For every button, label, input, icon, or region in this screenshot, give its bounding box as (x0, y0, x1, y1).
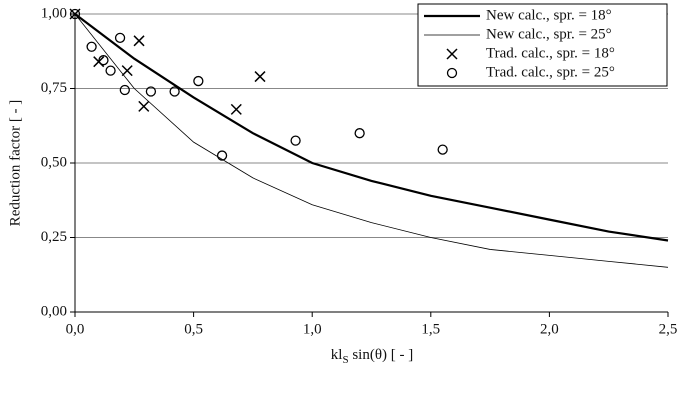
circle-marker (145, 86, 157, 97)
circle-marker (193, 75, 204, 87)
circle-marker (437, 144, 448, 155)
y-axis-label: Reduction factor [ - ] (7, 100, 23, 227)
legend-label: Trad. calc., spr. = 25° (486, 64, 615, 80)
x-tick-label: 2,0 (540, 321, 559, 337)
cross-marker (121, 65, 133, 77)
cross-stroke (133, 35, 145, 47)
circle-marker (119, 84, 130, 96)
circle-marker (169, 86, 180, 97)
cross-marker (254, 71, 266, 83)
cross-marker (138, 100, 150, 112)
circle-marker (86, 41, 97, 52)
y-tick-label: 0,75 (41, 80, 67, 96)
y-tick-label: 0,50 (41, 154, 67, 170)
x-label-part: kl (331, 347, 343, 363)
cross-stroke (254, 71, 266, 83)
y-tick-label: 1,00 (41, 5, 67, 21)
y-tick-label: 0,25 (41, 229, 67, 245)
legend-label: New calc., spr. = 18° (486, 7, 612, 23)
legend-label: New calc., spr. = 25° (486, 26, 612, 42)
y-tick-label: 0,00 (41, 303, 67, 319)
cross-marker (446, 48, 458, 60)
legend-label: Trad. calc., spr. = 18° (486, 45, 615, 61)
cross-marker (133, 35, 145, 47)
legend-box (417, 3, 668, 87)
x-tick-label: 0,5 (184, 321, 203, 337)
cross-marker (230, 103, 242, 115)
circle-marker (290, 135, 301, 146)
series-line (74, 13, 669, 268)
cross-stroke (121, 65, 133, 77)
cross-stroke (446, 48, 458, 60)
circle-marker (446, 67, 458, 79)
x-tick-label: 2,5 (659, 321, 678, 337)
circle-marker (354, 128, 365, 139)
x-label-sub: S (342, 354, 348, 366)
legend: New calc., spr. = 18° New calc., spr. = 2… (417, 3, 668, 87)
x-tick-label: 1,0 (303, 321, 322, 337)
x-tick-label: 1,5 (421, 321, 440, 337)
x-label-part: sin(θ) [ - ] (349, 347, 414, 363)
x-tick-label: 0,0 (66, 321, 85, 337)
circle-marker (105, 65, 116, 76)
circle-marker (216, 150, 228, 161)
cross-stroke (230, 103, 242, 115)
circle-marker (98, 55, 109, 66)
x-axis-label: klS sin(θ) [ - ] (331, 347, 413, 365)
cross-stroke (138, 100, 150, 112)
circle-marker (69, 8, 81, 20)
series-line (74, 13, 669, 242)
circle-marker (114, 32, 126, 43)
